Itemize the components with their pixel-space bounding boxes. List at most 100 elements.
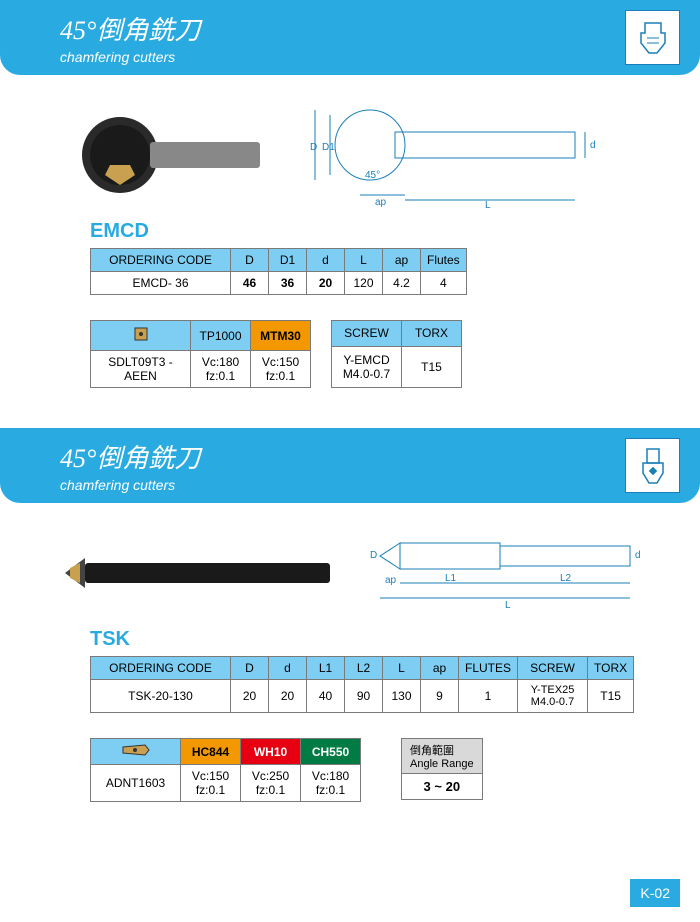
tsk-images: D d L1 L2 ap L <box>60 528 640 618</box>
th-L: L <box>345 249 383 272</box>
cell-screw: Y-EMCD M4.0-0.7 <box>332 346 402 387</box>
header-title-en: chamfering cutters <box>60 49 200 65</box>
cell-L1: 40 <box>307 680 345 713</box>
cell-D: 46 <box>231 272 269 295</box>
emcd-section: D D1 45° ap L d EMCD ORDERING CODE D D1 … <box>0 80 700 428</box>
svg-text:d: d <box>635 550 641 561</box>
tsk-title: TSK <box>90 628 640 651</box>
emcd-screw-table: SCREW TORX Y-EMCD M4.0-0.7 T15 <box>331 320 462 388</box>
tool-icon-2 <box>625 438 680 493</box>
svg-text:d: d <box>590 140 596 151</box>
cell-mtm30: Vc:150fz:0.1 <box>251 351 311 388</box>
tsk-insert-row: HC844 WH10 CH550 ADNT1603 Vc:150fz:0.1 V… <box>90 738 640 802</box>
cell-d: 20 <box>307 272 345 295</box>
svg-text:L2: L2 <box>560 573 572 584</box>
th-torx: TORX <box>588 657 634 680</box>
cell-ap: 4.2 <box>383 272 421 295</box>
cell-tp1000: Vc:180fz:0.1 <box>191 351 251 388</box>
cell-L: 120 <box>345 272 383 295</box>
header-text-2: 45°倒角銑刀 chamfering cutters <box>60 438 200 493</box>
table-row: SDLT09T3 - AEEN Vc:180fz:0.1 Vc:150fz:0.… <box>91 351 311 388</box>
th-wh10: WH10 <box>241 739 301 765</box>
th-mtm30: MTM30 <box>251 321 311 351</box>
cell-code: EMCD- 36 <box>91 272 231 295</box>
th-L2: L2 <box>345 657 383 680</box>
cell-D1: 36 <box>269 272 307 295</box>
svg-text:D: D <box>310 142 317 153</box>
emcd-title: EMCD <box>90 220 640 243</box>
svg-text:ap: ap <box>375 197 387 208</box>
cell-code: TSK-20-130 <box>91 680 231 713</box>
th-D: D <box>231 249 269 272</box>
emcd-images: D D1 45° ap L d <box>60 100 640 210</box>
svg-text:D1: D1 <box>322 142 335 153</box>
insert-icon-hdr <box>91 739 181 765</box>
table-row: EMCD- 36 46 36 20 120 4.2 4 <box>91 272 467 295</box>
th-ch550: CH550 <box>301 739 361 765</box>
th-tp1000: TP1000 <box>191 321 251 351</box>
cell-wh10: Vc:250fz:0.1 <box>241 765 301 802</box>
cell-D: 20 <box>231 680 269 713</box>
svg-text:45°: 45° <box>365 170 380 181</box>
th-d: d <box>307 249 345 272</box>
cell-L2: 90 <box>345 680 383 713</box>
insert-icon-hdr <box>91 321 191 351</box>
page-number: K-02 <box>630 879 680 907</box>
th-torx: TORX <box>402 321 462 347</box>
cell-torx: T15 <box>402 346 462 387</box>
table-row: ADNT1603 Vc:150fz:0.1 Vc:250fz:0.1 Vc:18… <box>91 765 361 802</box>
th-ap: ap <box>421 657 459 680</box>
cell-ap: 9 <box>421 680 459 713</box>
svg-text:D: D <box>370 550 377 561</box>
cell-hc844: Vc:150fz:0.1 <box>181 765 241 802</box>
header-title-cn-2: 45°倒角銑刀 <box>60 438 200 475</box>
tsk-table: ORDERING CODE D d L1 L2 L ap FLUTES SCRE… <box>90 656 634 713</box>
th-code: ORDERING CODE <box>91 657 231 680</box>
cell-d: 20 <box>269 680 307 713</box>
th-screw: SCREW <box>332 321 402 347</box>
th-D: D <box>231 657 269 680</box>
th-ap: ap <box>383 249 421 272</box>
th-L1: L1 <box>307 657 345 680</box>
th-D1: D1 <box>269 249 307 272</box>
th-code: ORDERING CODE <box>91 249 231 272</box>
header-title-en-2: chamfering cutters <box>60 477 200 493</box>
header-banner-2: 45°倒角銑刀 chamfering cutters <box>0 428 700 503</box>
emcd-insert-table: TP1000 MTM30 SDLT09T3 - AEEN Vc:180fz:0.… <box>90 320 311 388</box>
header-title-cn: 45°倒角銑刀 <box>60 10 200 47</box>
angle-label: 倒角範圍Angle Range <box>402 739 482 774</box>
tsk-insert-table: HC844 WH10 CH550 ADNT1603 Vc:150fz:0.1 V… <box>90 738 361 802</box>
cell-flutes: 1 <box>459 680 518 713</box>
tsk-section: D d L1 L2 ap L TSK ORDERING CODE D d L1 … <box>0 508 700 822</box>
tool-icon <box>625 10 680 65</box>
emcd-diagram: D D1 45° ap L d <box>310 100 610 210</box>
cell-flutes: 4 <box>421 272 467 295</box>
svg-text:ap: ap <box>385 575 397 586</box>
svg-text:L: L <box>505 600 511 611</box>
cell-insert-code: ADNT1603 <box>91 765 181 802</box>
cell-ch550: Vc:180fz:0.1 <box>301 765 361 802</box>
th-flutes: Flutes <box>421 249 467 272</box>
th-hc844: HC844 <box>181 739 241 765</box>
emcd-table: ORDERING CODE D D1 d L ap Flutes EMCD- 3… <box>90 248 467 295</box>
cell-screw: Y-TEX25 M4.0-0.7 <box>518 680 588 713</box>
header-banner: 45°倒角銑刀 chamfering cutters <box>0 0 700 75</box>
table-row: Y-EMCD M4.0-0.7 T15 <box>332 346 462 387</box>
angle-range-box: 倒角範圍Angle Range 3 ~ 20 <box>401 738 483 800</box>
cell-torx: T15 <box>588 680 634 713</box>
table-row: TSK-20-130 20 20 40 90 130 9 1 Y-TEX25 M… <box>91 680 634 713</box>
th-screw: SCREW <box>518 657 588 680</box>
angle-value: 3 ~ 20 <box>402 774 482 799</box>
emcd-photo <box>60 100 280 210</box>
tsk-diagram: D d L1 L2 ap L <box>370 528 650 618</box>
svg-text:L1: L1 <box>445 573 457 584</box>
svg-text:L: L <box>485 200 491 210</box>
th-d: d <box>269 657 307 680</box>
header-text: 45°倒角銑刀 chamfering cutters <box>60 10 200 65</box>
th-flutes: FLUTES <box>459 657 518 680</box>
th-L: L <box>383 657 421 680</box>
cell-insert-code: SDLT09T3 - AEEN <box>91 351 191 388</box>
emcd-insert-row: TP1000 MTM30 SDLT09T3 - AEEN Vc:180fz:0.… <box>90 320 640 388</box>
cell-L: 130 <box>383 680 421 713</box>
tsk-photo <box>60 538 340 608</box>
